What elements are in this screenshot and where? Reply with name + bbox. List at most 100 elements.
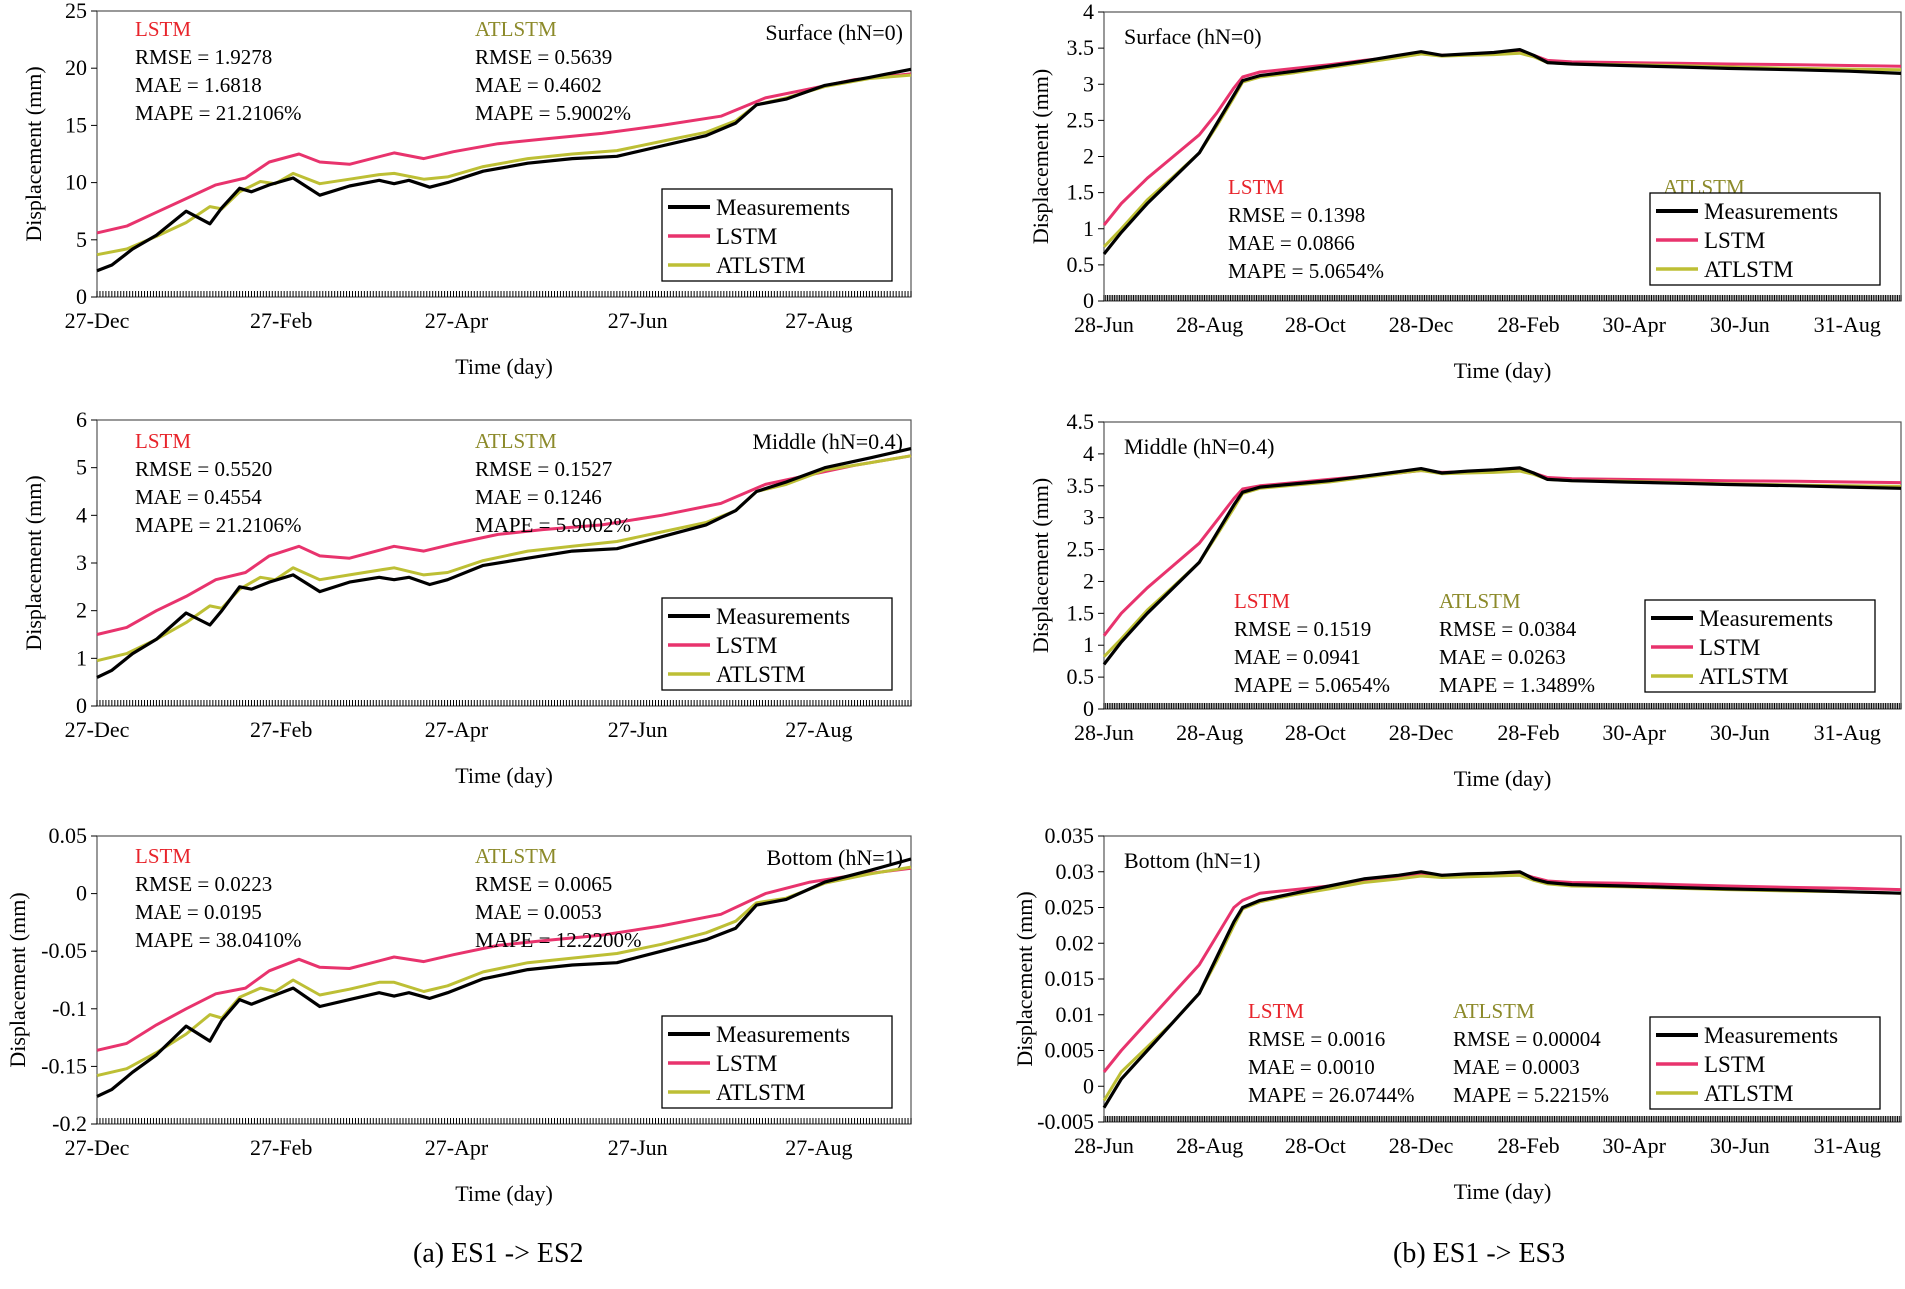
y-tick-label: 0 [1083, 1073, 1094, 1098]
x-tick-label: 28-Jun [1074, 720, 1134, 745]
metric-mape-lstm: MAPE = 38.0410% [135, 928, 301, 952]
legend-label-lstm: LSTM [1704, 228, 1765, 253]
chart-title: Middle (hN=0.4) [1124, 434, 1275, 459]
y-tick-label: 1.5 [1067, 600, 1095, 625]
y-tick-label: 1 [1083, 216, 1094, 241]
series-line-atlstm [96, 865, 912, 1078]
metric-label-lstm: LSTM [135, 844, 191, 868]
y-tick-label: 20 [65, 55, 87, 80]
panel-b-caption: (b) ES1 -> ES3 [1393, 1238, 1566, 1269]
metric-rmse-lstm: RMSE = 1.9278 [135, 45, 272, 69]
y-tick-label: 5 [76, 227, 87, 252]
legend-label-atlstm: ATLSTM [1699, 664, 1788, 689]
y-tick-label: 5 [76, 455, 87, 480]
metric-mae-lstm: MAE = 1.6818 [135, 73, 262, 97]
y-axis-title: Displacement (mm) [1012, 891, 1037, 1066]
legend-label-measurements: Measurements [1704, 199, 1838, 224]
metric-mape-lstm: MAPE = 5.0654% [1234, 673, 1390, 697]
x-tick-label: 30-Apr [1602, 312, 1666, 337]
metric-mape-atlstm: MAPE = 5.2215% [1453, 1083, 1609, 1107]
series-line-measurements [96, 67, 912, 273]
x-tick-label: 28-Aug [1176, 1133, 1243, 1158]
y-tick-label: 0 [76, 284, 87, 309]
metric-mape-lstm: MAPE = 21.2106% [135, 101, 301, 125]
y-axis-title: Displacement (mm) [5, 892, 30, 1067]
y-tick-label: 0.5 [1067, 664, 1095, 689]
y-tick-label: -0.15 [41, 1053, 87, 1078]
metric-mae-lstm: MAE = 0.0010 [1248, 1055, 1375, 1079]
y-tick-label: 0.015 [1045, 966, 1095, 991]
series-line-measurements [1102, 47, 1902, 256]
x-tick-label: 27-Jun [608, 308, 668, 333]
legend-label-lstm: LSTM [716, 224, 777, 249]
y-tick-label: -0.005 [1037, 1109, 1094, 1134]
y-tick-label: 0 [76, 693, 87, 718]
x-tick-label: 28-Jun [1074, 312, 1134, 337]
y-tick-label: 3 [76, 550, 87, 575]
metric-rmse-atlstm: RMSE = 0.0065 [475, 872, 612, 896]
x-axis-title: Time (day) [1454, 1179, 1552, 1204]
metric-mape-atlstm: MAPE = 5.9002% [475, 101, 631, 125]
y-tick-label: 0 [1083, 288, 1094, 313]
y-tick-label: 0.01 [1056, 1002, 1095, 1027]
metric-mae-atlstm: MAE = 0.1246 [475, 485, 602, 509]
series-line-measurements [1102, 466, 1902, 666]
y-tick-label: 3 [1083, 505, 1094, 530]
metric-label-atlstm: ATLSTM [475, 429, 557, 453]
x-axis-title: Time (day) [455, 354, 553, 379]
x-tick-label: 30-Apr [1602, 1133, 1666, 1158]
x-tick-label: 28-Feb [1497, 312, 1559, 337]
legend-label-atlstm: ATLSTM [716, 1080, 805, 1105]
metric-label-lstm: LSTM [1248, 999, 1304, 1023]
y-tick-label: 4.5 [1067, 409, 1095, 434]
x-tick-label: 31-Aug [1814, 1133, 1881, 1158]
y-tick-label: 10 [65, 170, 87, 195]
y-tick-label: 0.05 [49, 823, 88, 848]
x-tick-label: 28-Oct [1285, 720, 1346, 745]
y-tick-label: 0.02 [1056, 930, 1095, 955]
y-axis-title: Displacement (mm) [1028, 69, 1053, 244]
metric-mae-lstm: MAE = 0.4554 [135, 485, 262, 509]
y-tick-label: 6 [76, 407, 87, 432]
y-tick-label: 1.5 [1067, 180, 1095, 205]
x-tick-label: 31-Aug [1814, 720, 1881, 745]
x-axis-daily-ticks [1103, 1116, 1902, 1122]
metric-label-lstm: LSTM [1228, 175, 1284, 199]
x-tick-label: 28-Feb [1497, 1133, 1559, 1158]
chart-b-middle: 0 0.5 1 1.5 2 2.5 3 3.5 4 4.5 28-Jun 28-Aug 28-Oct 28… [1028, 409, 1902, 791]
y-tick-label: 0.025 [1045, 895, 1095, 920]
legend-label-measurements: Measurements [1699, 606, 1833, 631]
x-tick-label: 28-Dec [1389, 720, 1454, 745]
y-tick-label: 25 [65, 0, 87, 23]
chart-title: Surface (hN=0) [1124, 24, 1262, 49]
series-line-lstm [96, 454, 912, 636]
y-tick-label: 2 [1083, 144, 1094, 169]
series-line-lstm [96, 866, 912, 1052]
x-tick-label: 28-Dec [1389, 1133, 1454, 1158]
chart-title: Bottom (hN=1) [767, 845, 903, 870]
metric-rmse-atlstm: RMSE = 0.5639 [475, 45, 612, 69]
x-tick-label: 27-Apr [425, 308, 489, 333]
y-tick-label: 2 [76, 598, 87, 623]
metric-label-atlstm: ATLSTM [475, 17, 557, 41]
series-line-measurements [96, 857, 912, 1098]
metric-label-lstm: LSTM [135, 429, 191, 453]
y-tick-label: 3.5 [1067, 35, 1095, 60]
y-tick-label: 0.035 [1045, 823, 1095, 848]
metric-mae-atlstm: MAE = 0.0053 [475, 900, 602, 924]
legend-label-lstm: LSTM [716, 1051, 777, 1076]
y-tick-label: 4 [1083, 0, 1094, 24]
x-tick-label: 27-Jun [608, 1135, 668, 1160]
y-tick-label: 1 [76, 645, 87, 670]
chart-b-bottom: -0.005 0 0.005 0.01 0.015 0.02 0.025 0.03 0.035 2… [1012, 823, 1902, 1204]
legend-label-lstm: LSTM [1699, 635, 1760, 660]
chart-a-bottom: -0.2 -0.15 -0.1 -0.05 0 0.05 27-Dec 27-Feb 27-Ap… [5, 823, 912, 1206]
x-tick-label: 30-Jun [1710, 312, 1770, 337]
x-tick-label: 30-Apr [1602, 720, 1666, 745]
y-tick-label: 1 [1083, 632, 1094, 657]
x-axis-title: Time (day) [455, 763, 553, 788]
metric-rmse-atlstm: RMSE = 0.1527 [475, 457, 612, 481]
metric-mae-atlstm: MAE = 0.0003 [1453, 1055, 1580, 1079]
legend-label-atlstm: ATLSTM [1704, 257, 1793, 282]
y-axis-title: Displacement (mm) [1028, 478, 1053, 653]
